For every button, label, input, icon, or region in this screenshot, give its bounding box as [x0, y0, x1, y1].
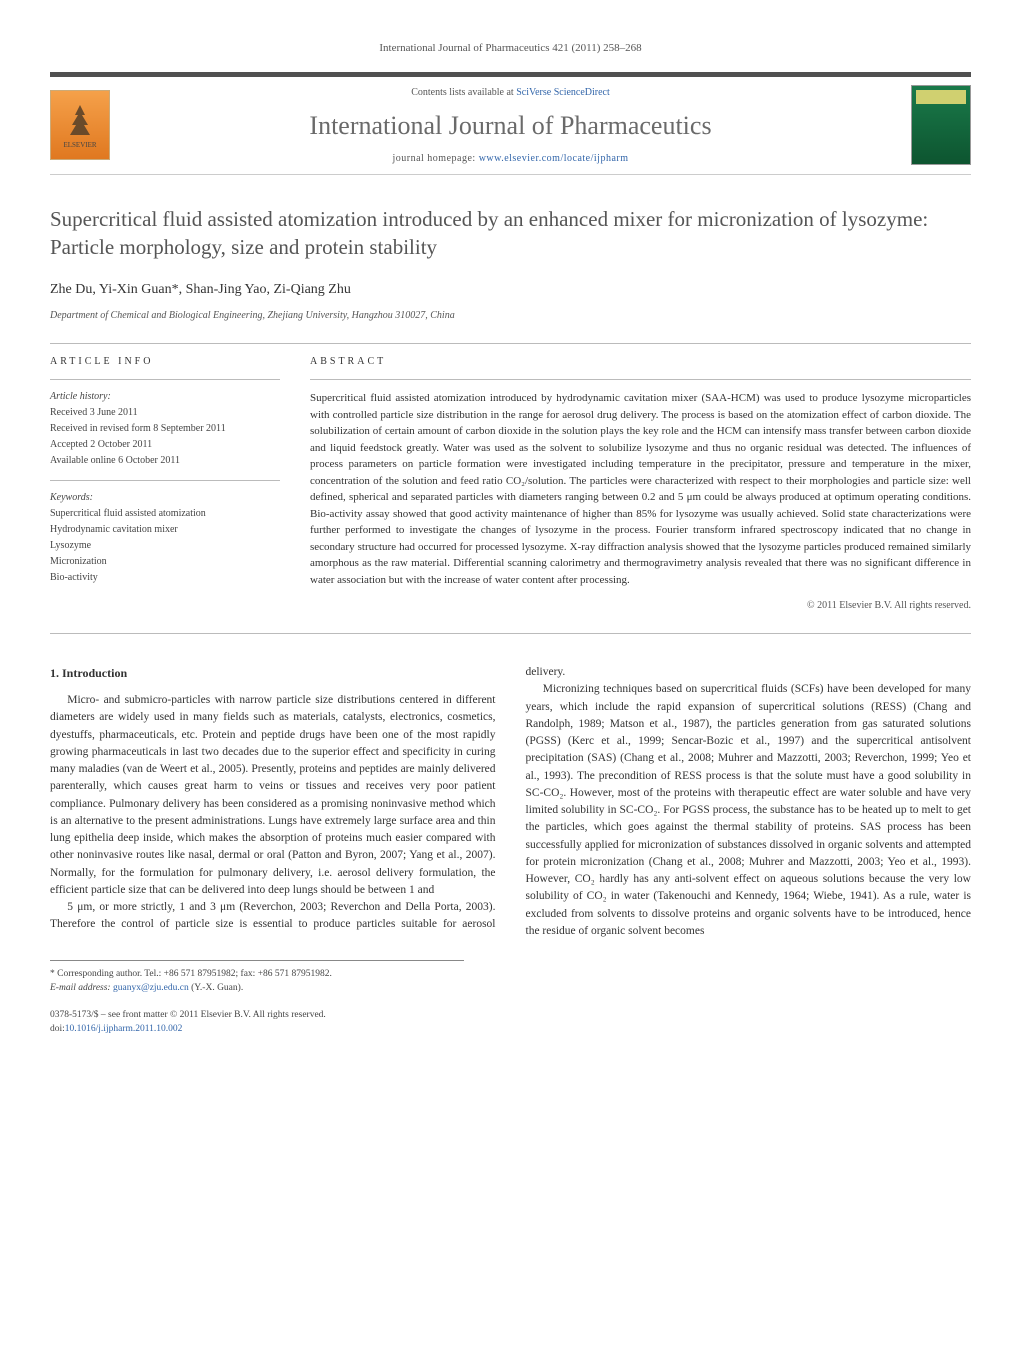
section-heading-introduction: 1. Introduction	[50, 664, 496, 682]
keyword: Supercritical fluid assisted atomization	[50, 507, 280, 521]
authors-line: Zhe Du, Yi-Xin Guan*, Shan-Jing Yao, Zi-…	[50, 279, 971, 300]
body-two-column: 1. Introduction Micro- and submicro-part…	[50, 664, 971, 940]
keyword: Micronization	[50, 555, 280, 569]
footnote-email-line: E-mail address: guanyx@zju.edu.cn (Y.-X.…	[50, 981, 464, 995]
keywords-label: Keywords:	[50, 491, 280, 505]
divider	[310, 379, 971, 380]
sciencedirect-link[interactable]: SciVerse ScienceDirect	[516, 87, 610, 98]
journal-name: International Journal of Pharmaceutics	[110, 106, 911, 145]
body-paragraph: Micro- and submicro-particles with narro…	[50, 692, 496, 899]
journal-cover-thumbnail	[911, 85, 971, 165]
abstract-text: Supercritical fluid assisted atomization…	[310, 390, 971, 588]
history-revised: Received in revised form 8 September 201…	[50, 422, 280, 436]
contents-available-line: Contents lists available at SciVerse Sci…	[110, 85, 911, 100]
article-title: Supercritical fluid assisted atomization…	[50, 205, 971, 262]
issn-line: 0378-5173/$ – see front matter © 2011 El…	[50, 1008, 971, 1022]
elsevier-logo: ELSEVIER	[50, 90, 110, 160]
abstract-column: abstract Supercritical fluid assisted at…	[310, 354, 971, 613]
doi-link[interactable]: 10.1016/j.ijpharm.2011.10.002	[65, 1024, 183, 1034]
homepage-link[interactable]: www.elsevier.com/locate/ijpharm	[479, 153, 629, 164]
corr-email-link[interactable]: guanyx@zju.edu.cn	[113, 983, 189, 993]
divider	[50, 343, 971, 344]
corresponding-author-footnote: * Corresponding author. Tel.: +86 571 87…	[50, 960, 464, 996]
journal-masthead: ELSEVIER Contents lists available at Sci…	[50, 72, 971, 175]
history-online: Available online 6 October 2011	[50, 454, 280, 468]
keyword: Hydrodynamic cavitation mixer	[50, 523, 280, 537]
divider	[50, 633, 971, 634]
doi-label: doi:	[50, 1024, 65, 1034]
bottom-meta: 0378-5173/$ – see front matter © 2011 El…	[50, 1008, 971, 1037]
email-suffix: (Y.-X. Guan).	[189, 983, 243, 993]
running-head: International Journal of Pharmaceutics 4…	[50, 40, 971, 57]
email-label: E-mail address:	[50, 983, 113, 993]
elsevier-tree-icon	[60, 100, 100, 140]
masthead-center: Contents lists available at SciVerse Sci…	[110, 85, 911, 166]
article-info-column: article info Article history: Received 3…	[50, 354, 280, 613]
abstract-heading: abstract	[310, 354, 971, 369]
article-info-heading: article info	[50, 354, 280, 369]
body-paragraph: Micronizing techniques based on supercri…	[526, 681, 972, 940]
meta-abstract-row: article info Article history: Received 3…	[50, 354, 971, 613]
divider	[50, 379, 280, 380]
history-received: Received 3 June 2011	[50, 406, 280, 420]
elsevier-logo-text: ELSEVIER	[63, 140, 96, 151]
contents-prefix: Contents lists available at	[411, 87, 516, 98]
affiliation: Department of Chemical and Biological En…	[50, 308, 971, 323]
divider	[50, 480, 280, 481]
journal-homepage-line: journal homepage: www.elsevier.com/locat…	[110, 151, 911, 166]
keyword: Lysozyme	[50, 539, 280, 553]
homepage-prefix: journal homepage:	[392, 153, 478, 164]
history-accepted: Accepted 2 October 2011	[50, 438, 280, 452]
doi-line: doi:10.1016/j.ijpharm.2011.10.002	[50, 1022, 971, 1036]
history-label: Article history:	[50, 390, 280, 404]
abstract-copyright: © 2011 Elsevier B.V. All rights reserved…	[310, 598, 971, 613]
footnote-corr: * Corresponding author. Tel.: +86 571 87…	[50, 967, 464, 981]
keyword: Bio-activity	[50, 571, 280, 585]
